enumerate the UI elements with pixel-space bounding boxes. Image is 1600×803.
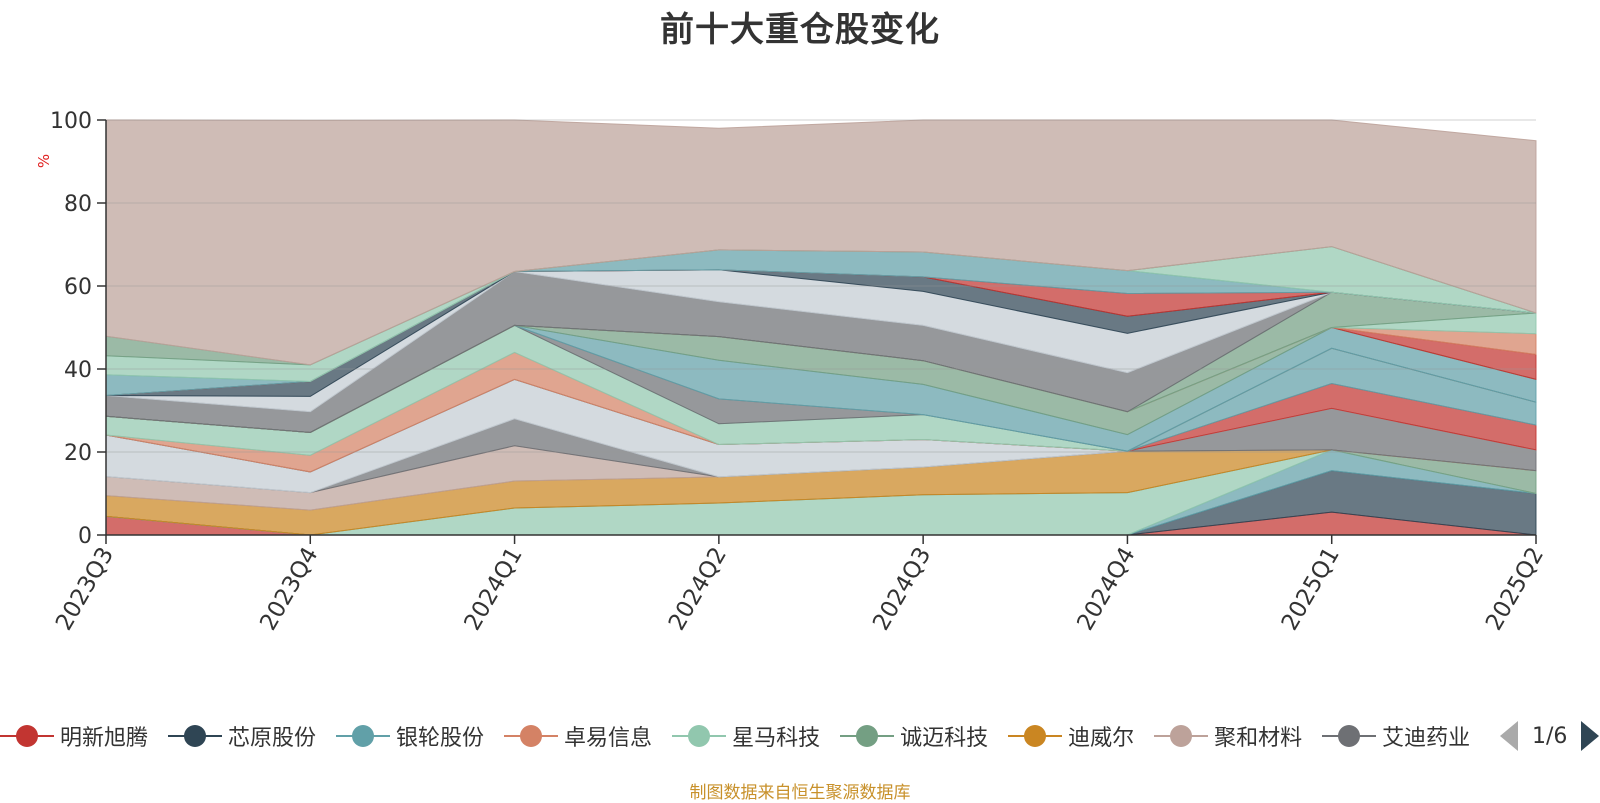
legend-marker-icon <box>1322 721 1377 751</box>
legend-marker-icon <box>840 721 895 751</box>
x-tick-label-2024Q1: 2024Q1 <box>460 543 528 635</box>
area-series-34 <box>105 119 1537 366</box>
legend-items: 明新旭腾芯原股份银轮股份卓易信息星马科技诚迈科技迪威尔聚和材料艾迪药业安路科技复… <box>0 716 1483 756</box>
x-tick-label-2023Q3: 2023Q3 <box>51 543 119 635</box>
y-tick-label-20: 20 <box>64 441 92 466</box>
legend-marker-icon <box>168 721 223 751</box>
legend-item-7[interactable]: 迪威尔 <box>1008 716 1134 756</box>
legend-label: 诚迈科技 <box>900 726 989 751</box>
legend-label: 艾迪药业 <box>1382 726 1471 751</box>
x-tick-label-2023Q4: 2023Q4 <box>255 543 323 635</box>
y-tick-label-60: 60 <box>64 275 92 300</box>
legend-marker-icon <box>0 721 54 751</box>
legend-item-2[interactable]: 芯原股份 <box>168 716 316 756</box>
area-series-group <box>105 119 1537 536</box>
x-tick-label-2024Q4: 2024Q4 <box>1072 543 1140 635</box>
y-axis-label: % <box>35 154 53 168</box>
legend-label: 芯原股份 <box>228 726 317 751</box>
legend-label: 星马科技 <box>732 726 821 751</box>
legend-next-page-button[interactable] <box>1581 721 1600 751</box>
x-tick-label-2024Q3: 2024Q3 <box>868 543 936 635</box>
y-tick-label-0: 0 <box>78 524 92 549</box>
legend-marker-icon <box>504 721 559 751</box>
x-tick-label-2025Q2: 2025Q2 <box>1481 543 1549 635</box>
legend-item-8[interactable]: 聚和材料 <box>1154 716 1302 756</box>
legend-label: 卓易信息 <box>564 726 653 751</box>
legend-marker-icon <box>1008 721 1063 751</box>
legend-label: 银轮股份 <box>396 726 485 751</box>
legend-item-3[interactable]: 银轮股份 <box>336 716 484 756</box>
source-note: 制图数据来自恒生聚源数据库 <box>689 783 911 803</box>
legend-marker-icon <box>672 721 727 751</box>
y-tick-label-80: 80 <box>64 192 92 217</box>
y-tick-label-100: 100 <box>50 109 92 134</box>
x-tick-label-2024Q2: 2024Q2 <box>664 543 732 635</box>
gridlines <box>106 119 1536 453</box>
legend-pager: 1/6 <box>1500 716 1600 756</box>
legend-label: 聚和材料 <box>1214 726 1303 751</box>
legend-item-9[interactable]: 艾迪药业 <box>1322 716 1470 756</box>
legend-item-4[interactable]: 卓易信息 <box>504 716 652 756</box>
legend-item-5[interactable]: 星马科技 <box>672 716 820 756</box>
legend: 明新旭腾芯原股份银轮股份卓易信息星马科技诚迈科技迪威尔聚和材料艾迪药业安路科技复… <box>0 716 1483 756</box>
legend-item-6[interactable]: 诚迈科技 <box>840 716 988 756</box>
legend-label: 迪威尔 <box>1068 726 1135 751</box>
legend-marker-icon <box>1154 721 1209 751</box>
legend-item-1[interactable]: 明新旭腾 <box>0 716 148 756</box>
legend-page-indicator: 1/6 <box>1532 723 1568 749</box>
x-tick-label-2025Q1: 2025Q1 <box>1277 543 1345 635</box>
legend-label: 明新旭腾 <box>60 726 149 751</box>
legend-marker-icon <box>336 721 391 751</box>
legend-prev-page-button[interactable] <box>1500 721 1518 751</box>
chart-title: 前十大重仓股变化 <box>660 10 940 50</box>
y-tick-label-40: 40 <box>64 358 92 383</box>
